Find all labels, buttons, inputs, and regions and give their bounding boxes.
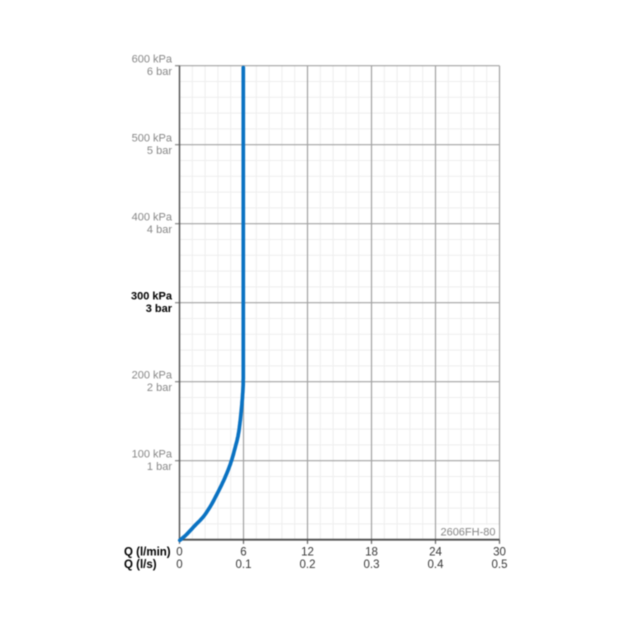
svg-text:Q (l/min): Q (l/min) xyxy=(124,546,171,558)
svg-text:Q (l/s): Q (l/s) xyxy=(124,559,157,571)
svg-text:0: 0 xyxy=(176,559,182,571)
svg-text:30: 30 xyxy=(493,546,506,558)
svg-text:4 bar: 4 bar xyxy=(147,224,172,236)
svg-text:0.2: 0.2 xyxy=(300,559,316,571)
svg-text:6 bar: 6 bar xyxy=(147,66,172,78)
svg-text:2606FH-80: 2606FH-80 xyxy=(440,527,495,539)
svg-text:5 bar: 5 bar xyxy=(147,145,172,157)
svg-text:2 bar: 2 bar xyxy=(147,382,172,394)
svg-text:400 kPa: 400 kPa xyxy=(132,211,173,223)
svg-text:0.3: 0.3 xyxy=(364,559,380,571)
svg-text:0.5: 0.5 xyxy=(492,559,508,571)
svg-text:12: 12 xyxy=(301,546,314,558)
svg-text:500 kPa: 500 kPa xyxy=(132,132,173,144)
svg-text:3 bar: 3 bar xyxy=(146,303,173,315)
svg-text:0: 0 xyxy=(176,546,182,558)
svg-text:1 bar: 1 bar xyxy=(147,461,172,473)
svg-text:600 kPa: 600 kPa xyxy=(132,53,173,65)
svg-text:300 kPa: 300 kPa xyxy=(131,290,173,302)
svg-text:200 kPa: 200 kPa xyxy=(132,369,173,381)
svg-text:6: 6 xyxy=(240,546,246,558)
svg-text:100 kPa: 100 kPa xyxy=(132,448,173,460)
svg-text:0.1: 0.1 xyxy=(236,559,252,571)
svg-text:0.4: 0.4 xyxy=(428,559,445,571)
svg-text:18: 18 xyxy=(365,546,378,558)
svg-text:24: 24 xyxy=(429,546,442,558)
